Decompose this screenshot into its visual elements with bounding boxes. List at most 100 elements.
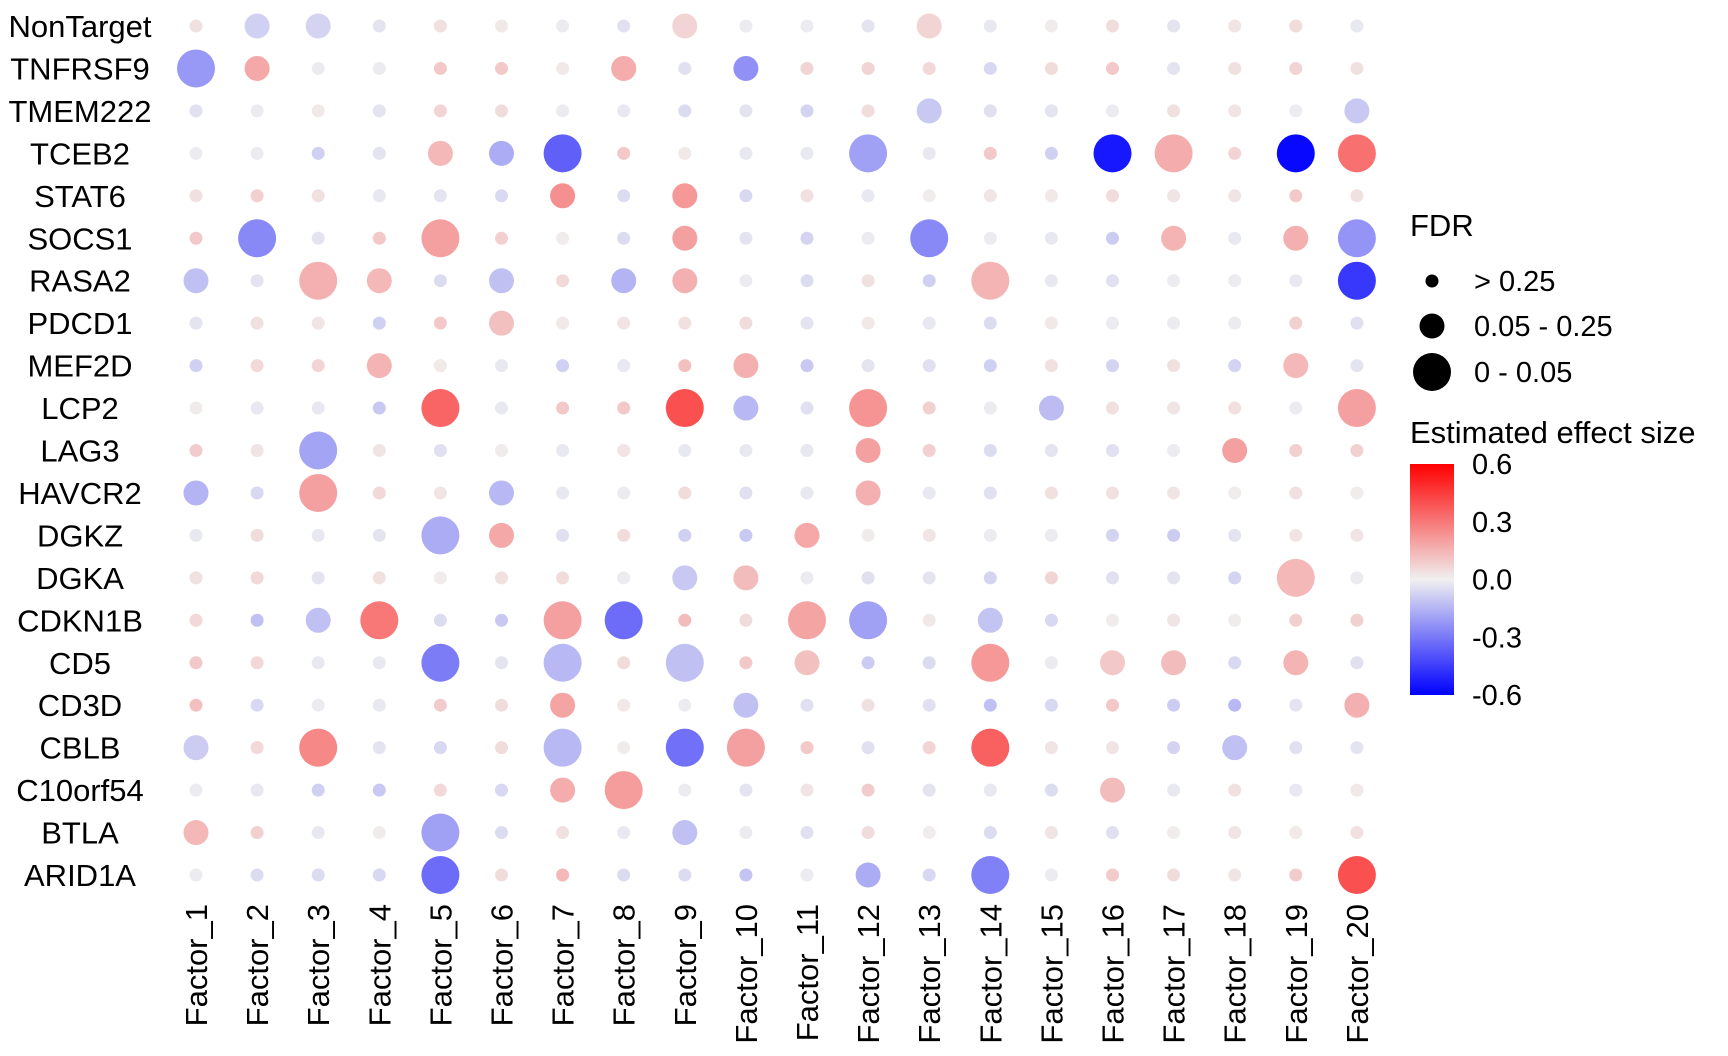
effect-dot <box>617 656 631 670</box>
effect-dot <box>433 316 447 330</box>
effect-dot <box>983 783 997 797</box>
effect-dot <box>550 183 576 209</box>
effect-dot <box>1337 856 1376 894</box>
effect-dot <box>1289 401 1303 415</box>
effect-dot <box>1228 189 1242 203</box>
effect-dot <box>1289 741 1303 755</box>
effect-dot <box>183 480 209 506</box>
effect-dot <box>678 359 692 373</box>
effect-dot <box>433 359 447 373</box>
effect-dot <box>1228 486 1242 500</box>
effect-dot <box>922 401 936 415</box>
effect-dot <box>311 359 325 373</box>
effect-dot <box>556 486 570 500</box>
effect-dot <box>372 486 386 500</box>
effect-dot <box>672 183 698 209</box>
effect-dot <box>1167 189 1181 203</box>
effect-dot <box>733 55 759 81</box>
effect-dot <box>433 613 447 627</box>
effect-dot <box>433 274 447 288</box>
effect-dot <box>189 231 203 245</box>
effect-dot <box>311 571 325 585</box>
column-label: Factor_15 <box>1034 904 1069 1044</box>
effect-dot <box>543 643 582 682</box>
effect-dot <box>189 783 203 797</box>
effect-dot <box>372 868 386 882</box>
effect-dot <box>1228 613 1242 627</box>
effect-dot <box>495 444 508 457</box>
effect-dot <box>1167 868 1181 882</box>
effect-dot <box>800 444 814 457</box>
effect-dot <box>983 444 997 457</box>
effect-dot <box>983 189 997 203</box>
effect-dot <box>189 613 203 627</box>
effect-dot <box>543 134 582 173</box>
effect-dot <box>1228 528 1242 542</box>
effect-dot <box>922 359 936 373</box>
effect-dot <box>861 231 875 245</box>
effect-dot <box>1350 741 1364 755</box>
effect-dot <box>372 783 386 797</box>
column-label: Factor_4 <box>362 904 397 1026</box>
effect-dot <box>861 741 875 755</box>
effect-dot <box>1167 613 1181 627</box>
effect-dot <box>1289 19 1303 33</box>
effect-dot <box>1283 225 1309 251</box>
effect-dot <box>861 316 875 330</box>
effect-dot <box>1106 61 1119 75</box>
column-label: Factor_11 <box>790 904 825 1041</box>
effect-dot <box>1167 826 1181 840</box>
effect-dot <box>1106 826 1119 840</box>
effect-dot <box>1044 274 1058 288</box>
effect-dot <box>250 486 264 500</box>
effect-dot <box>183 735 209 761</box>
effect-dot <box>800 189 814 203</box>
effect-dot <box>617 231 631 245</box>
effect-dot <box>1106 401 1119 415</box>
effect-dot <box>1289 486 1303 500</box>
row-label: PDCD1 <box>27 306 132 341</box>
column-label: Factor_5 <box>423 904 458 1026</box>
effect-dot <box>861 104 875 118</box>
effect-dot <box>617 826 631 840</box>
effect-dot <box>1350 826 1364 840</box>
effect-dot <box>800 104 814 118</box>
effect-dot <box>971 856 1010 894</box>
effect-dot <box>550 777 576 803</box>
effect-dot <box>861 826 875 840</box>
effect-dot <box>495 571 508 585</box>
row-label: LAG3 <box>40 434 119 469</box>
effect-dot <box>739 528 753 542</box>
effect-dot <box>922 146 936 160</box>
effect-dot <box>861 274 875 288</box>
effect-dot <box>1289 61 1303 75</box>
effect-dot <box>1289 104 1303 118</box>
effect-dot <box>672 225 698 251</box>
effect-dot <box>922 444 936 457</box>
color-legend-tick-label: 0.3 <box>1472 507 1512 539</box>
row-label: NonTarget <box>8 9 151 44</box>
effect-dot <box>678 486 692 500</box>
effect-dot <box>1044 231 1058 245</box>
effect-dot <box>678 316 692 330</box>
effect-dot <box>1167 274 1181 288</box>
effect-dot <box>311 826 325 840</box>
effect-dot <box>250 868 264 882</box>
effect-dot <box>665 389 704 428</box>
effect-dot <box>1350 444 1364 457</box>
effect-dot <box>1154 134 1193 173</box>
effect-dot <box>1106 486 1119 500</box>
effect-dot <box>672 268 698 294</box>
effect-dot <box>977 607 1003 633</box>
effect-dot <box>983 19 997 33</box>
effect-dot <box>672 13 698 39</box>
row-label: DGKA <box>36 561 124 596</box>
effect-dot <box>1044 613 1058 627</box>
effect-dot <box>733 353 759 379</box>
effect-dot <box>611 268 637 294</box>
effect-dot <box>800 741 814 755</box>
effect-dot <box>1161 650 1187 676</box>
effect-dot <box>189 698 203 712</box>
effect-dot <box>1228 401 1242 415</box>
effect-dot <box>1350 783 1364 797</box>
